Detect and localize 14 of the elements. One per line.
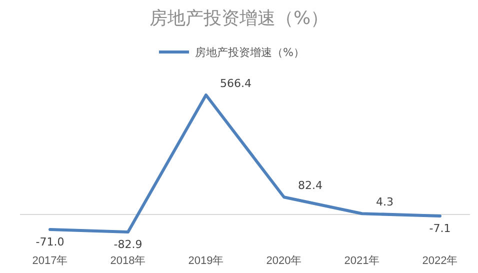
x-tick-label: 2019年 — [188, 255, 224, 267]
data-label: 566.4 — [220, 77, 252, 90]
data-label: 4.3 — [376, 196, 394, 209]
legend-label: 房地产投资增速（%） — [195, 46, 304, 59]
data-label: -71.0 — [36, 235, 64, 248]
x-tick-label: 2020年 — [266, 255, 302, 267]
data-label: -82.9 — [114, 238, 142, 251]
x-tick-label: 2017年 — [32, 255, 68, 267]
data-label: 82.4 — [298, 179, 322, 192]
data-label: -7.1 — [429, 222, 451, 236]
x-tick-label: 2018年 — [110, 255, 146, 267]
x-tick-label: 2021年 — [344, 255, 380, 267]
x-tick-label: 2022年 — [422, 255, 458, 267]
chart-title: 房地产投资增速（%） — [149, 8, 329, 29]
